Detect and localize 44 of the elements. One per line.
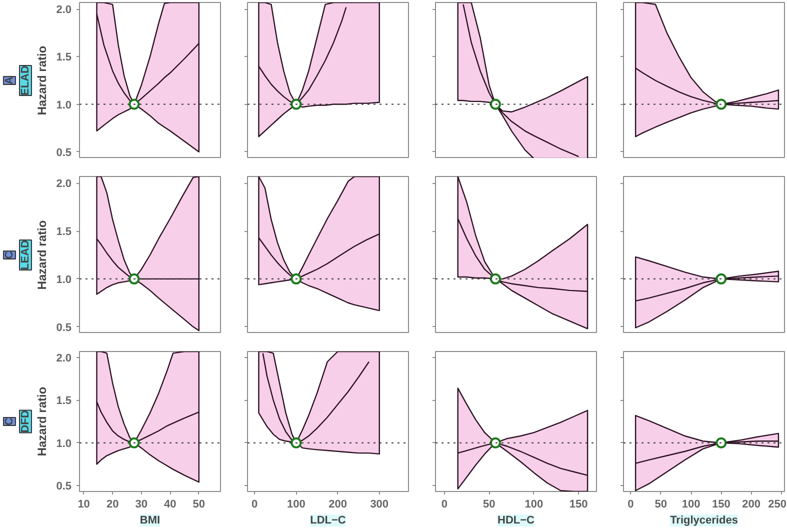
y-tick-label: 1.5 <box>56 226 72 238</box>
text: A <box>4 76 16 84</box>
x-axis-title: LDL−C <box>310 514 346 526</box>
x-tick-label: 250 <box>768 498 787 510</box>
y-tick-label: 0.5 <box>56 322 72 334</box>
x-tick-label: 50 <box>654 498 668 510</box>
y-tick-label: 2.0 <box>56 4 72 16</box>
x-tick-label: 200 <box>328 498 347 510</box>
x-axis-title: BMI <box>140 514 160 526</box>
y-axis-title: Hazard ratio <box>35 220 50 290</box>
y-axis-title: Hazard ratio <box>35 46 50 116</box>
x-tick-label: 100 <box>287 498 306 510</box>
text: DFD <box>20 410 32 433</box>
x-tick-label: 150 <box>569 498 588 510</box>
y-tick-label: 0.5 <box>56 146 72 159</box>
x-tick-label: 50 <box>483 498 496 510</box>
y-tick-label: 1.0 <box>56 438 72 450</box>
x-tick-label: 0 <box>628 498 634 510</box>
y-tick-label: 1.5 <box>56 52 72 64</box>
y-tick-label: 1.5 <box>56 395 72 408</box>
x-tick-label: 0 <box>441 498 448 510</box>
x-tick-label: 200 <box>742 498 761 510</box>
y-tick-label: 1.0 <box>56 274 72 286</box>
text: C <box>4 250 16 259</box>
x-tick-label: 40 <box>164 498 176 510</box>
x-tick-label: 10 <box>78 498 90 510</box>
x-tick-label: 150 <box>712 498 730 510</box>
y-axis-title: Hazard ratio <box>35 386 50 456</box>
x-tick-label: 0 <box>252 498 258 510</box>
x-axis-title: HDL−C <box>498 514 535 526</box>
x-tick-label: 300 <box>370 498 389 510</box>
x-tick-label: 20 <box>106 498 119 510</box>
y-tick-label: 1.0 <box>56 99 72 112</box>
x-tick-label: 50 <box>192 498 206 510</box>
x-tick-label: 30 <box>135 498 148 510</box>
x-tick-label: 100 <box>524 498 544 510</box>
text: ELAD <box>20 65 32 96</box>
x-axis-title: Triglycerides <box>670 514 738 526</box>
y-tick-label: 0.5 <box>56 480 72 493</box>
x-tick-label: 100 <box>682 498 700 510</box>
text: LEAD <box>20 240 32 270</box>
y-tick-label: 2.0 <box>56 178 72 190</box>
text: C <box>4 417 16 426</box>
y-tick-label: 2.0 <box>56 352 72 364</box>
